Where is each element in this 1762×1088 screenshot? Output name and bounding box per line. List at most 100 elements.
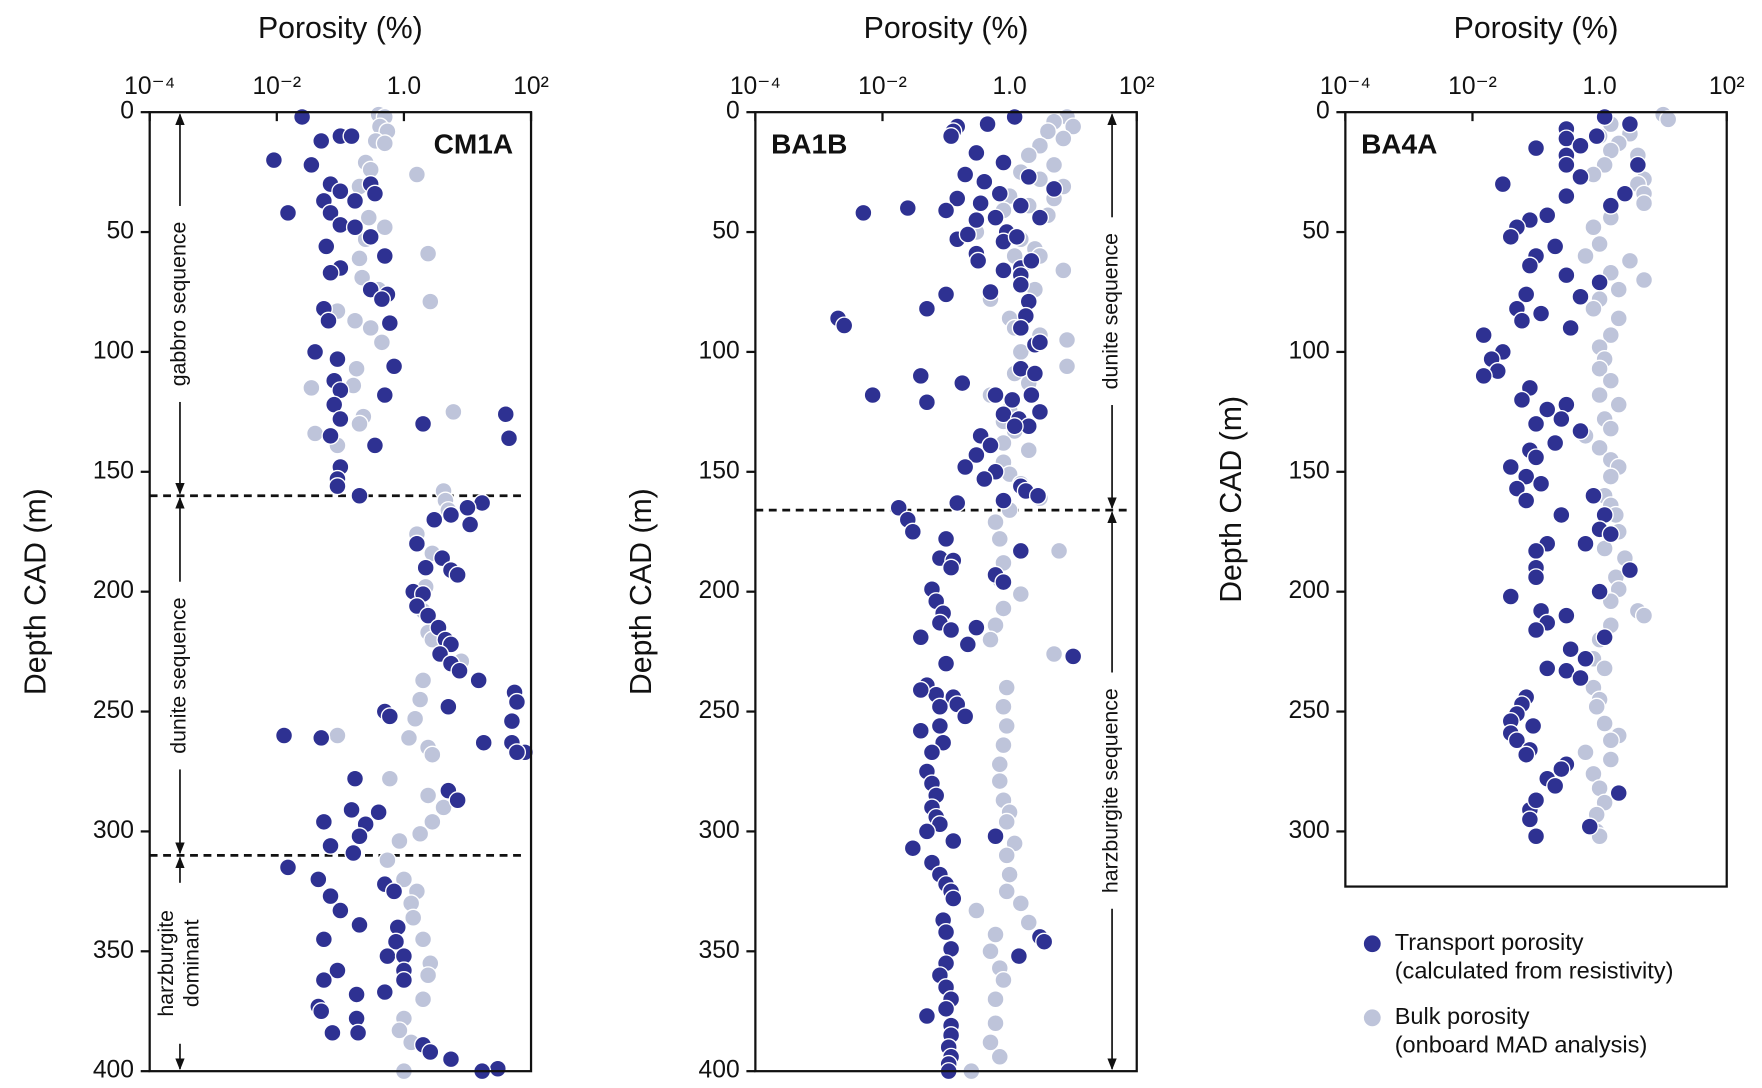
data-point [917, 393, 937, 412]
panel-label: CM1A [434, 129, 513, 160]
data-point [1035, 932, 1054, 951]
data-point [981, 942, 1000, 961]
data-point [386, 932, 406, 951]
series-0 [1474, 107, 1647, 846]
data-point [1584, 299, 1603, 318]
data-point [994, 736, 1013, 755]
data-point [450, 661, 469, 680]
data-point [1011, 584, 1030, 604]
data-point [986, 990, 1005, 1009]
series-1 [1576, 105, 1678, 846]
data-point [967, 901, 986, 920]
data-point [399, 728, 419, 748]
data-point [1557, 186, 1576, 206]
data-point [1019, 167, 1038, 186]
x-tick-label: 10⁻² [858, 73, 907, 100]
y-axis-title: Depth CAD (m) [20, 488, 53, 695]
data-point [347, 359, 366, 378]
data-point [1620, 251, 1640, 270]
x-tick-label: 10⁻² [252, 73, 301, 100]
data-point [997, 678, 1016, 697]
data-point [507, 743, 527, 762]
data-point [1512, 311, 1532, 330]
data-point [361, 318, 380, 338]
data-point [1057, 330, 1077, 350]
data-point [1501, 587, 1520, 606]
data-point [1030, 333, 1050, 352]
data-point [1501, 457, 1520, 477]
data-point [314, 812, 333, 831]
data-point [1030, 402, 1050, 421]
data-point [971, 194, 990, 213]
data-point [1022, 385, 1041, 405]
x-tick-label: 1.0 [992, 73, 1026, 100]
data-point [384, 882, 404, 901]
data-point [1011, 275, 1030, 294]
data-point [1526, 448, 1546, 467]
data-point [369, 803, 388, 822]
data-point [1628, 155, 1647, 174]
y-tick-label: 350 [699, 937, 740, 964]
data-point [986, 385, 1005, 405]
data-point [1571, 421, 1590, 441]
data-point [1011, 541, 1030, 560]
data-point [967, 210, 986, 230]
data-point [1601, 467, 1620, 486]
data-point [1000, 865, 1019, 884]
data-point [1587, 127, 1606, 146]
data-point [990, 771, 1009, 791]
data-point [1049, 541, 1069, 560]
data-point [911, 721, 930, 740]
data-point [1501, 227, 1520, 246]
data-point [1609, 309, 1628, 328]
data-point [319, 311, 338, 330]
x-tick-label: 10⁻⁴ [124, 73, 175, 100]
legend-label: Transport porosity (calculated from resis… [1395, 929, 1674, 983]
data-point [350, 827, 369, 846]
data-point [1601, 419, 1620, 438]
data-point [1609, 280, 1628, 299]
data-point [419, 966, 438, 985]
data-point [496, 405, 515, 424]
data-point [421, 1042, 440, 1062]
data-point [1595, 714, 1614, 733]
x-tick-label: 1.0 [387, 73, 421, 100]
data-point [1620, 115, 1640, 134]
data-point [936, 285, 956, 304]
data-point [413, 930, 433, 949]
y-tick-label: 200 [93, 577, 134, 604]
data-point [345, 218, 365, 237]
data-point [312, 1002, 331, 1021]
data-point [1531, 474, 1551, 493]
data-point [380, 769, 399, 788]
data-point [1007, 227, 1026, 246]
x-tick-label: 10⁻² [1448, 73, 1497, 100]
data-point [1571, 136, 1590, 155]
data-point [350, 249, 369, 268]
data-point [930, 697, 949, 716]
y-tick-label: 200 [1289, 577, 1330, 604]
data-point [942, 127, 961, 146]
data-point [413, 414, 433, 433]
data-point [1019, 441, 1038, 460]
data-point [911, 628, 930, 647]
data-point [1601, 525, 1620, 544]
data-point [264, 151, 283, 170]
data-point [380, 314, 399, 333]
data-point [359, 208, 378, 227]
data-point [1590, 273, 1609, 292]
data-point [419, 244, 438, 263]
data-point [302, 378, 321, 397]
data-point [321, 836, 340, 855]
legend-marker [1363, 1009, 1381, 1027]
data-point [406, 709, 425, 728]
data-point [394, 870, 414, 889]
data-point [956, 165, 975, 184]
data-point [331, 901, 350, 920]
data-point [1054, 129, 1073, 148]
data-point [956, 707, 975, 726]
data-point [863, 385, 882, 405]
data-point [981, 282, 1000, 302]
data-point [1552, 505, 1571, 525]
data-point [1517, 491, 1536, 510]
